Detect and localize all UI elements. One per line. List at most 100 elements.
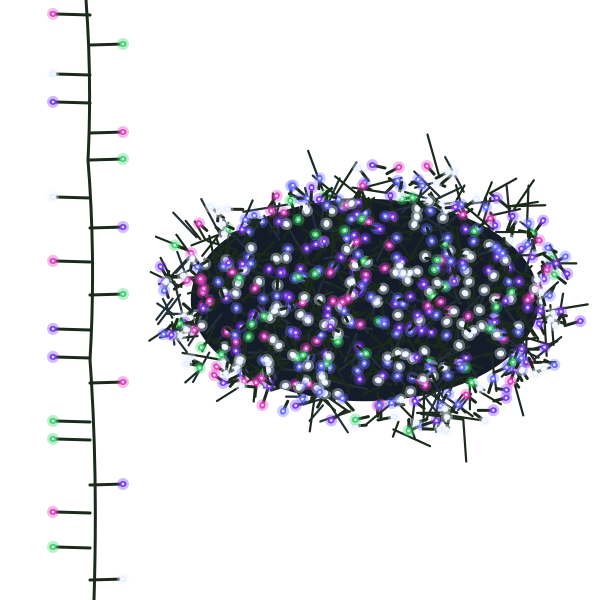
led-highlight [495, 333, 499, 337]
led-highlight [162, 332, 165, 336]
led-socket [229, 278, 236, 292]
led-highlight [504, 258, 507, 262]
led-socket [54, 510, 92, 515]
led-highlight [526, 306, 530, 309]
led-highlight [382, 322, 386, 326]
led-highlight [291, 183, 295, 187]
led-socket [488, 337, 502, 342]
led-highlight [325, 204, 329, 207]
led-socket [416, 338, 425, 351]
led-highlight [418, 318, 421, 322]
led-highlight [491, 377, 495, 381]
led-socket [494, 264, 506, 276]
led-highlight [452, 309, 456, 313]
cluster-wire [420, 392, 451, 429]
led-highlight [400, 260, 404, 264]
led-highlight [483, 419, 487, 423]
led-highlight [296, 218, 300, 222]
led-highlight [376, 378, 380, 382]
cluster-wire [519, 264, 533, 279]
led-highlight [301, 353, 305, 357]
led-highlight [212, 373, 216, 377]
led-socket [492, 367, 506, 375]
led-highlight [559, 310, 563, 313]
led-socket [356, 423, 368, 428]
led-highlight [430, 239, 434, 243]
led-highlight [552, 273, 556, 276]
led-socket [508, 219, 519, 233]
led-highlight [453, 171, 457, 174]
cluster-wire [201, 221, 230, 257]
led-highlight [318, 176, 322, 180]
led-highlight [314, 233, 317, 236]
led-highlight [265, 358, 269, 362]
led-highlight [295, 356, 299, 360]
led-socket [357, 206, 368, 215]
led-socket [239, 319, 253, 331]
led-socket [191, 359, 200, 368]
led-highlight [230, 270, 234, 274]
led-highlight [356, 252, 360, 256]
led-socket [459, 219, 466, 229]
led-highlight [412, 223, 416, 226]
led-highlight [509, 239, 513, 242]
led-highlight [525, 243, 529, 246]
led-highlight [329, 419, 333, 422]
led-socket [526, 232, 539, 241]
led-highlight [499, 352, 502, 355]
led-highlight [310, 186, 313, 189]
led-highlight [472, 329, 476, 333]
led-socket [421, 358, 431, 367]
led-highlight [399, 398, 403, 401]
led-socket [521, 278, 537, 289]
led-highlight [201, 306, 205, 310]
led-highlight [289, 330, 293, 333]
led-highlight [269, 209, 273, 213]
led-socket [180, 320, 195, 325]
led-highlight [223, 345, 227, 349]
led-socket [433, 285, 444, 296]
led-socket [473, 412, 484, 421]
cluster-wire [324, 212, 353, 221]
led-highlight [408, 295, 412, 298]
led-highlight [409, 390, 412, 393]
led-highlight [121, 42, 125, 46]
led-highlight [306, 318, 310, 322]
led-socket [430, 200, 442, 210]
cluster-wire [488, 177, 518, 195]
led-highlight [493, 320, 496, 324]
led-socket [402, 261, 409, 272]
cluster-wire [522, 314, 540, 341]
led-highlight [323, 323, 327, 327]
led-socket [212, 251, 226, 261]
led-highlight [520, 247, 523, 250]
led-socket [376, 390, 381, 404]
led-socket [302, 274, 315, 287]
led-socket [265, 318, 271, 330]
led-socket [309, 314, 327, 320]
led-highlight [445, 415, 449, 419]
led-highlight [342, 309, 346, 313]
led-highlight [397, 365, 401, 368]
led-socket [384, 181, 398, 195]
led-highlight [395, 374, 399, 378]
led-highlight [552, 363, 556, 367]
led-highlight [392, 415, 396, 419]
led-socket [325, 208, 330, 223]
led-highlight [235, 306, 238, 310]
led-socket [413, 369, 430, 378]
led-highlight [327, 355, 330, 359]
led-highlight [224, 296, 228, 300]
led-highlight [188, 357, 192, 360]
cluster-wire [476, 197, 492, 241]
led-highlight [281, 310, 285, 313]
led-socket [351, 283, 361, 292]
led-highlight [537, 238, 541, 242]
led-socket [210, 298, 226, 309]
led-highlight [431, 294, 435, 298]
led-socket [262, 366, 268, 383]
led-highlight [51, 510, 55, 514]
led-socket [228, 250, 237, 262]
led-socket [193, 314, 200, 329]
